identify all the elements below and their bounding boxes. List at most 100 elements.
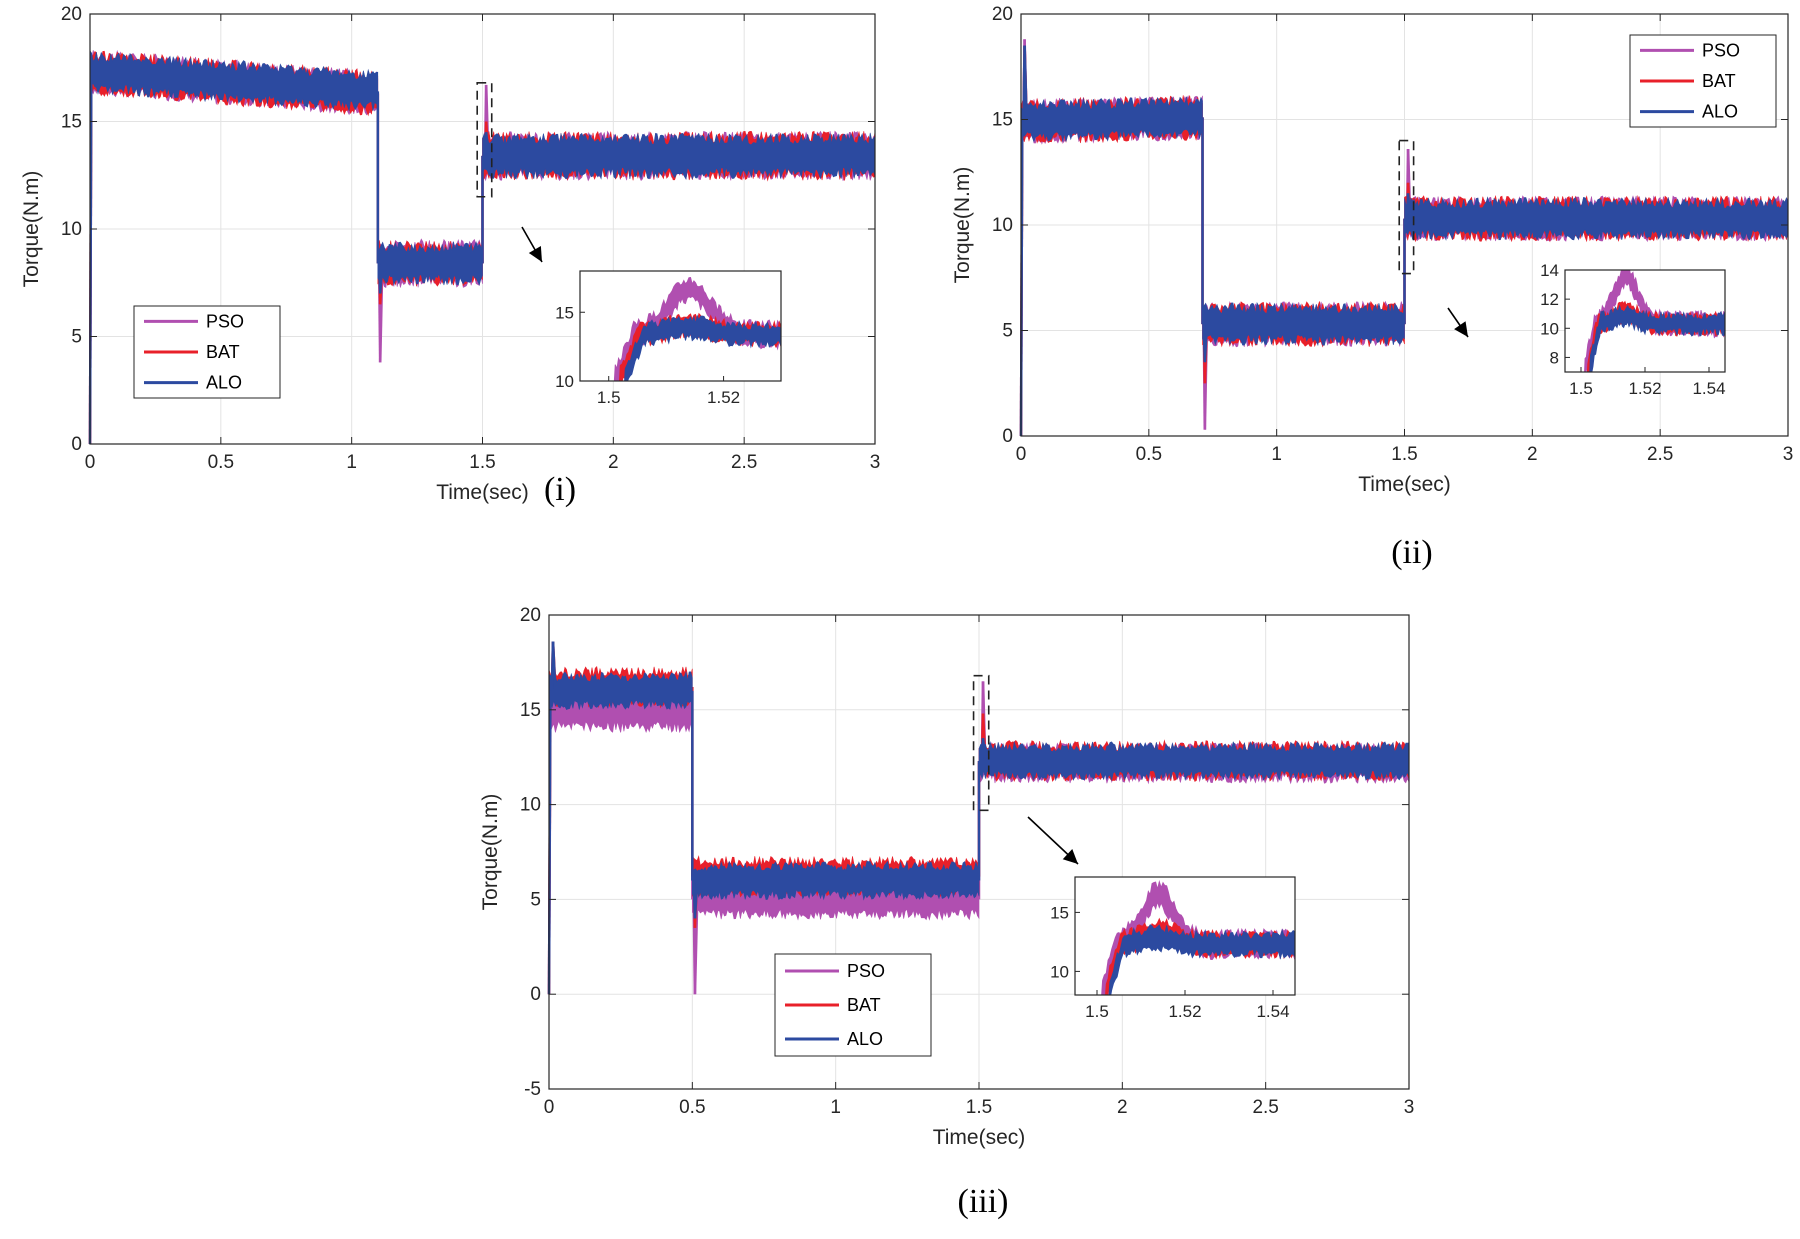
y-tick-label: 20 (61, 4, 82, 25)
inset-y-tick-label: 12 (1540, 290, 1559, 309)
chart-1: 0 0.5 1 1.5 2 2.5 305101520Time(sec)Torque(N.m… (20, 4, 880, 508)
inset-band-alo (624, 314, 781, 381)
inset-y-tick-label: 10 (555, 372, 574, 391)
legend-label-bat: BAT (847, 995, 881, 1015)
series-alo (88, 50, 876, 445)
y-tick-label: 10 (992, 215, 1013, 236)
x-tick-label: 0 (544, 1097, 555, 1118)
transient-peak (981, 738, 987, 762)
inset-x-tick-label: 1.5 (1569, 379, 1593, 398)
x-tick-label: 0 (85, 452, 96, 473)
inset-traces (1101, 880, 1295, 995)
series-band (1202, 302, 1405, 347)
y-tick-label: 20 (992, 4, 1013, 25)
x-tick-label: 2.5 (1252, 1097, 1278, 1118)
inset-band-alo (1108, 924, 1295, 995)
x-tick-label: 0.5 (208, 452, 234, 473)
y-axis-label: Torque(N.m) (951, 167, 974, 284)
x-tick-label: 0.5 (1136, 444, 1162, 465)
zoom-arrow-head (528, 246, 542, 262)
legend-label-pso: PSO (847, 961, 885, 981)
x-tick-label: 1.5 (1391, 444, 1417, 465)
x-tick-label: 1 (830, 1097, 841, 1118)
subfigure-caption: (ii) (1391, 534, 1433, 571)
legend-label-bat: BAT (1702, 71, 1736, 91)
zoom-region-box (1398, 139, 1415, 275)
inset-traces (613, 276, 781, 381)
y-tick-label: 0 (71, 434, 82, 455)
inset-y-tick-label: 15 (555, 303, 574, 322)
legend-label-pso: PSO (206, 311, 244, 331)
zoom-region-box (972, 674, 990, 812)
y-tick-label: 15 (61, 112, 82, 133)
transient-peak (693, 899, 699, 995)
inset-band-alo (1589, 304, 1725, 372)
inset-x-tick-label: 1.5 (597, 388, 621, 407)
x-tick-label: 2 (1117, 1097, 1128, 1118)
y-tick-label: 5 (1002, 321, 1013, 342)
transient-peak (1406, 193, 1412, 219)
legend: PSO BAT ALO (1629, 34, 1777, 128)
x-tick-label: 1.5 (469, 452, 495, 473)
y-tick-label: 15 (992, 110, 1013, 131)
inset-x-tick-label: 1.52 (707, 388, 740, 407)
inset-box (579, 270, 782, 382)
x-axis-label: Time(sec) (436, 481, 529, 504)
x-tick-label: 3 (1783, 444, 1794, 465)
inset-x-tick-label: 1.52 (1168, 1002, 1201, 1021)
inset-traces (1584, 270, 1725, 372)
x-tick-label: 0 (1016, 444, 1027, 465)
y-tick-label: 0 (530, 984, 541, 1005)
x-tick-label: 2 (608, 452, 619, 473)
legend: PSO BAT ALO (133, 305, 281, 399)
x-tick-label: 3 (1404, 1097, 1415, 1118)
zoom-arrow-head (1062, 849, 1078, 864)
inset-y-tick-label: 15 (1050, 903, 1069, 922)
inset-x-tick-label: 1.5 (1085, 1002, 1109, 1021)
x-tick-label: 1 (346, 452, 357, 473)
x-tick-label: 0.5 (679, 1097, 705, 1118)
x-tick-label: 1.5 (966, 1097, 992, 1118)
x-tick-label: 2 (1527, 444, 1538, 465)
zoom-inset: 1.5 1.52 10 15 (555, 270, 782, 407)
x-axis-label: Time(sec) (1358, 473, 1451, 496)
inset-y-tick-label: 10 (1540, 319, 1559, 338)
inset-y-tick-label: 10 (1050, 962, 1069, 981)
y-axis-label: Torque(N.m) (479, 794, 502, 911)
y-tick-label: -5 (524, 1079, 541, 1100)
y-axis-label: Torque(N.m) (20, 171, 43, 288)
y-tick-label: 5 (71, 327, 82, 348)
x-tick-label: 3 (870, 452, 881, 473)
legend-label-alo: ALO (1702, 102, 1738, 122)
inset-x-tick-label: 1.54 (1256, 1002, 1289, 1021)
zoom-arrow-head (1454, 321, 1468, 337)
transient-peak (484, 132, 490, 157)
y-tick-label: 10 (61, 219, 82, 240)
legend-label-alo: ALO (847, 1029, 883, 1049)
y-tick-label: 20 (520, 605, 541, 626)
inset-y-tick-label: 14 (1540, 261, 1559, 280)
series-band (692, 860, 980, 901)
transient-peak (551, 641, 557, 691)
x-tick-label: 1 (1271, 444, 1282, 465)
transient-peak (693, 880, 699, 919)
x-tick-label: 2.5 (1647, 444, 1673, 465)
subfigure-caption: (i) (544, 471, 576, 508)
transient-peak (378, 263, 384, 294)
y-tick-label: 15 (520, 700, 541, 721)
transient-peak (1203, 324, 1209, 363)
inset-y-tick-label: 8 (1550, 348, 1559, 367)
zoom-inset: 1.5 1.52 1.54 10 15 (1050, 876, 1296, 1021)
chart-2: 0 0.5 1 1.5 2 2.5 305101520Time(sec)Torque(N.m… (951, 4, 1793, 571)
zoom-inset: 1.5 1.52 1.54 8 10 12 14 (1540, 261, 1726, 398)
inset-x-tick-label: 1.52 (1628, 379, 1661, 398)
series-alo (547, 641, 1410, 995)
zoom-region-box (476, 82, 493, 198)
legend-label-pso: PSO (1702, 40, 1740, 60)
subfigure-caption: (iii) (958, 1183, 1009, 1220)
legend: PSO BAT ALO (774, 953, 932, 1057)
transient-peak (1023, 45, 1028, 122)
legend-label-bat: BAT (206, 342, 240, 362)
x-tick-label: 2.5 (731, 452, 757, 473)
